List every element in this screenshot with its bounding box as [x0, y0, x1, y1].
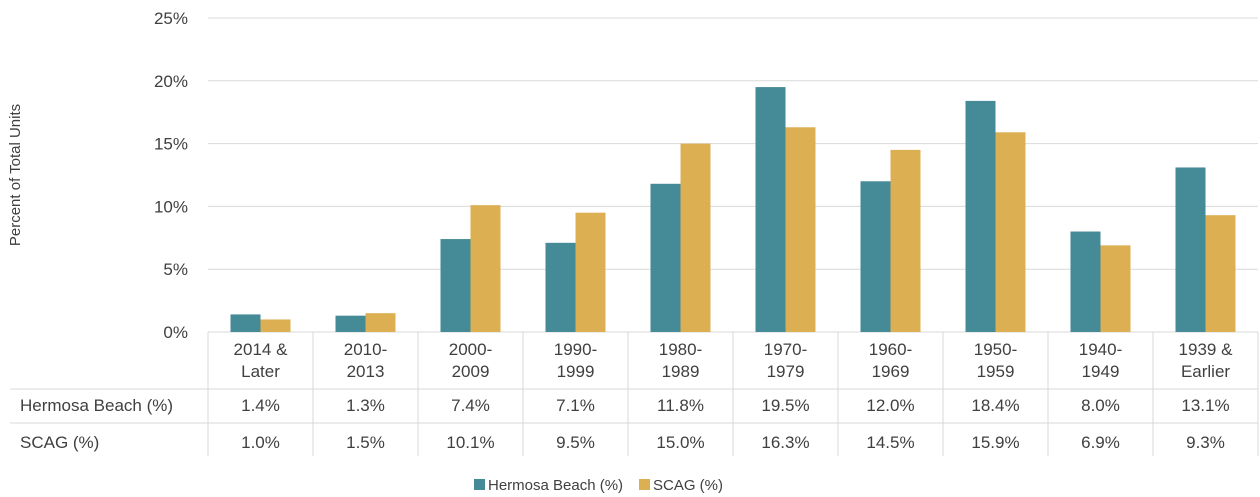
bar-hermosa-beach — [230, 314, 261, 332]
x-category-label: 1999 — [557, 362, 595, 381]
table-cell: 16.3% — [761, 433, 809, 452]
x-category-label: 2009 — [452, 362, 490, 381]
bar-scag — [1205, 215, 1236, 332]
table-cell: 6.9% — [1081, 433, 1120, 452]
legend-swatch-scag — [639, 479, 650, 490]
y-tick-label: 15% — [154, 135, 188, 154]
table-cell: 1.0% — [241, 433, 280, 452]
table-cell: 15.9% — [971, 433, 1019, 452]
x-category-label: Later — [241, 362, 280, 381]
x-category-label: 2000- — [449, 340, 492, 359]
bar-scag — [575, 212, 606, 332]
bars — [230, 87, 1236, 333]
bar-scag — [680, 143, 711, 332]
table-cell: 14.5% — [866, 433, 914, 452]
legend: Hermosa Beach (%) SCAG (%) — [474, 477, 723, 494]
table-cell: 19.5% — [761, 396, 809, 415]
x-category-label: Earlier — [1181, 362, 1230, 381]
table-cell: 8.0% — [1081, 396, 1120, 415]
x-category-label: 1940- — [1079, 340, 1122, 359]
table-cell: 7.4% — [451, 396, 490, 415]
bar-scag — [260, 319, 291, 332]
y-tick-label: 20% — [154, 72, 188, 91]
legend-swatch-hermosa-beach — [474, 479, 485, 490]
bar-hermosa-beach — [440, 239, 471, 332]
bar-hermosa-beach — [1175, 167, 1206, 332]
bar-scag — [995, 132, 1026, 332]
bar-hermosa-beach — [545, 242, 576, 332]
x-category-label: 1979 — [767, 362, 805, 381]
bar-hermosa-beach — [755, 87, 786, 332]
table-cell: 18.4% — [971, 396, 1019, 415]
data-table: 2014 & Later 2010- 2013 2000- 2009 1990- 1999 19… — [10, 332, 1259, 456]
table-row-label: Hermosa Beach (%) — [20, 396, 173, 415]
x-category-label: 2014 & — [234, 340, 289, 359]
table-cell: 1.3% — [346, 396, 385, 415]
x-category-label: 1969 — [872, 362, 910, 381]
legend-label: Hermosa Beach (%) — [488, 477, 623, 494]
y-tick-label: 10% — [154, 197, 188, 216]
x-category-label: 1950- — [974, 340, 1017, 359]
bar-scag — [365, 313, 396, 332]
y-tick-label: 5% — [163, 260, 188, 279]
bar-hermosa-beach — [650, 183, 681, 332]
table-cell: 12.0% — [866, 396, 914, 415]
table-cell: 1.5% — [346, 433, 385, 452]
table-row-label: SCAG (%) — [20, 433, 99, 452]
x-category-label: 2013 — [347, 362, 385, 381]
bar-scag — [890, 149, 921, 332]
x-category-label: 1970- — [764, 340, 807, 359]
table-cell: 9.3% — [1186, 433, 1225, 452]
bar-hermosa-beach — [1070, 231, 1101, 332]
x-category-label: 1990- — [554, 340, 597, 359]
y-axis-ticks: 0% 5% 10% 15% 20% 25% — [154, 9, 188, 342]
bar-hermosa-beach — [860, 181, 891, 332]
x-category-label: 2010- — [344, 340, 387, 359]
x-category-label: 1980- — [659, 340, 702, 359]
table-cell: 9.5% — [556, 433, 595, 452]
bar-scag — [1100, 245, 1131, 332]
bar-scag — [470, 205, 501, 332]
y-axis-label: Percent of Total Units — [7, 104, 24, 246]
bar-hermosa-beach — [335, 315, 366, 332]
x-category-label: 1949 — [1082, 362, 1120, 381]
y-tick-label: 0% — [163, 323, 188, 342]
table-cell: 7.1% — [556, 396, 595, 415]
table-cell: 15.0% — [656, 433, 704, 452]
legend-label: SCAG (%) — [653, 477, 723, 494]
table-cell: 1.4% — [241, 396, 280, 415]
x-category-label: 1939 & — [1179, 340, 1234, 359]
bar-scag — [785, 127, 816, 332]
table-cell: 11.8% — [657, 396, 704, 415]
x-category-label: 1960- — [869, 340, 912, 359]
table-cell: 13.1% — [1181, 396, 1229, 415]
x-category-label: 1959 — [977, 362, 1015, 381]
bar-hermosa-beach — [965, 100, 996, 333]
x-category-label: 1989 — [662, 362, 700, 381]
y-tick-label: 25% — [154, 9, 188, 28]
table-cell: 10.1% — [446, 433, 494, 452]
